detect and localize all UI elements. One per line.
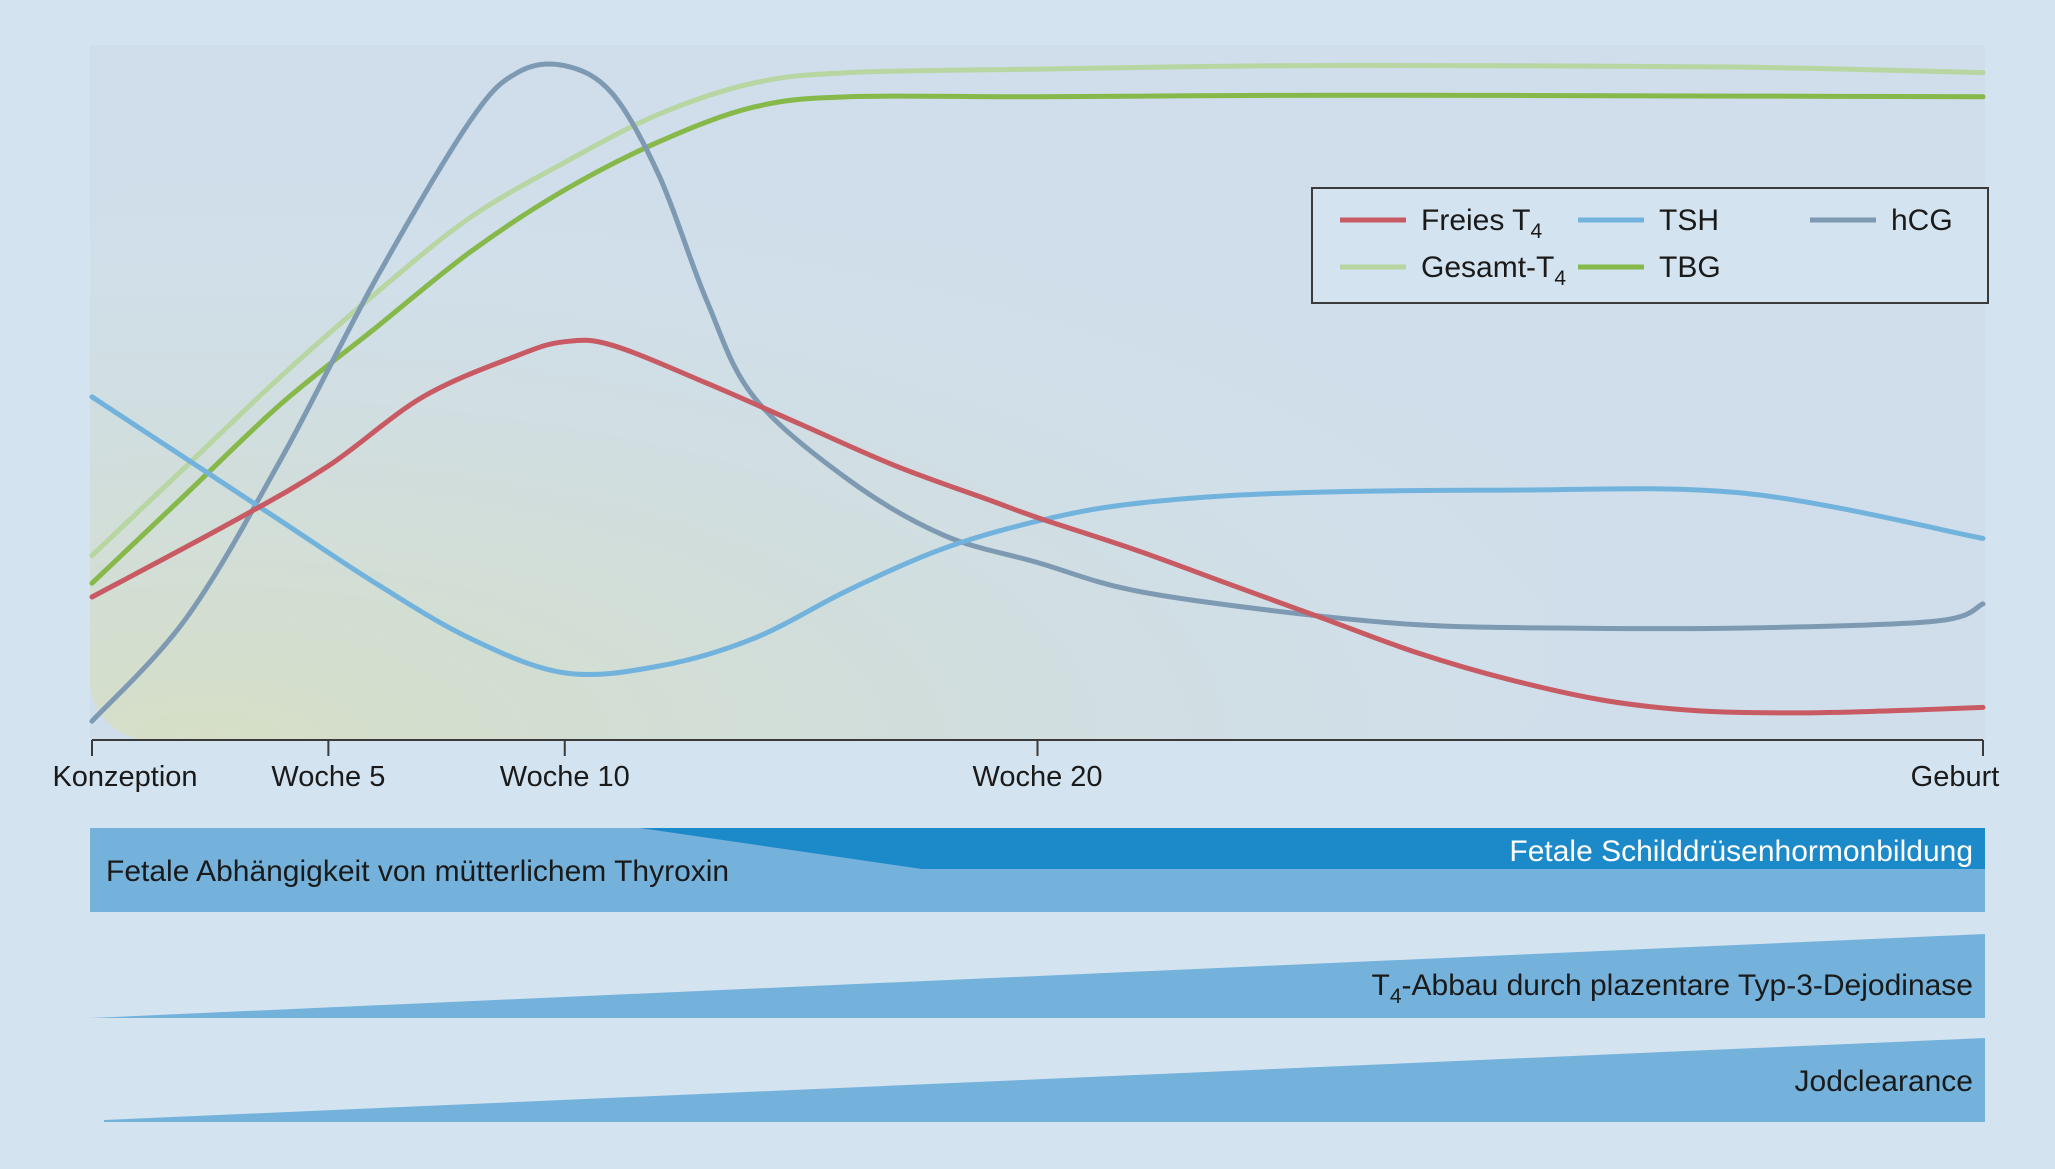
legend-label-gesamt-t4: Gesamt-T4 — [1421, 251, 1566, 290]
t4-degradation-suffix: -Abbau durch plazentare Typ-3-Dejodinase — [1402, 969, 1973, 1002]
legend-label-hcg: hCG — [1891, 204, 1953, 237]
t4-degradation-label: T4-Abbau durch plazentare Typ-3-Dejodina… — [1372, 969, 1973, 1008]
band-iodine-clearance — [104, 1038, 1985, 1122]
x-tick-label: Konzeption — [52, 761, 197, 793]
x-tick-label: Geburt — [1911, 761, 2000, 793]
legend-items: Freies T4 TSH hCG Gesamt-T4 TBG — [1340, 204, 1953, 290]
x-tick-label: Woche 20 — [972, 761, 1102, 793]
x-axis-ticks: Konzeption Woche 5 Woche 10 Woche 20 Geburt — [52, 740, 1999, 793]
legend-box — [1311, 187, 1989, 304]
x-tick-label: Woche 5 — [271, 761, 385, 793]
band-fetal-production — [640, 828, 1985, 869]
legend-label-tsh: TSH — [1659, 204, 1719, 237]
bands: Fetale Abhängigkeit von mütterlichem Thy… — [90, 828, 1985, 1122]
series-line-gesamt-t4 — [89, 62, 1986, 559]
t4-degradation-prefix: T — [1372, 969, 1390, 1002]
iodine-clearance-label: Jodclearance — [1795, 1065, 1973, 1098]
t4-degradation-subscript: 4 — [1390, 985, 1402, 1008]
series-layer — [89, 61, 1986, 724]
band-t4-degradation — [90, 934, 1985, 1018]
series-line-tsh — [89, 394, 1986, 678]
legend-label-freies-t4: Freies T4 — [1421, 204, 1542, 243]
legend: Freies T4 TSH hCG Gesamt-T4 TBG — [1311, 187, 1989, 304]
series-line-hcg — [89, 61, 1986, 724]
series-line-tbg — [89, 92, 1986, 586]
fetal-dependence-label: Fetale Abhängigkeit von mütterlichem Thy… — [106, 855, 729, 888]
series-line-freies-t4 — [89, 337, 1986, 716]
legend-label-tbg: TBG — [1659, 251, 1721, 284]
fetal-production-label: Fetale Schilddrüsenhormonbildung — [1509, 835, 1973, 868]
x-tick-label: Woche 10 — [500, 761, 630, 793]
